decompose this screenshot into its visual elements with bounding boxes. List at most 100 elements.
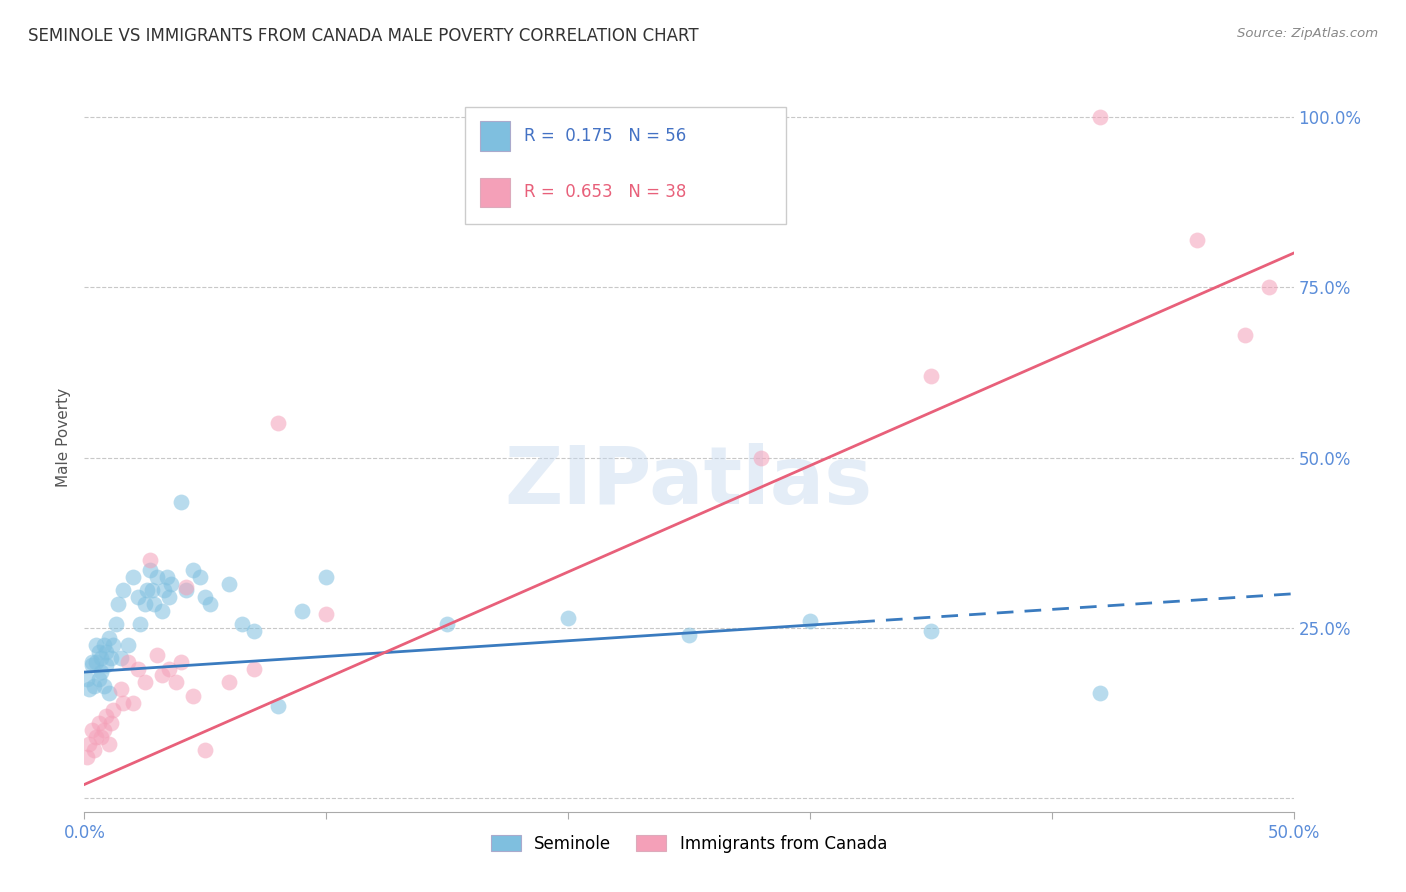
Point xyxy=(117,638,139,652)
Point xyxy=(138,563,160,577)
Point xyxy=(1088,685,1111,699)
Point xyxy=(157,590,180,604)
Point xyxy=(920,624,942,639)
Point xyxy=(93,723,115,737)
Point xyxy=(751,450,773,465)
Text: R =  0.653   N = 38: R = 0.653 N = 38 xyxy=(524,183,688,202)
Point xyxy=(1185,233,1208,247)
Point xyxy=(83,679,105,693)
Point xyxy=(100,651,122,665)
Point xyxy=(242,624,264,639)
Point xyxy=(134,597,156,611)
Point xyxy=(76,672,98,686)
Point xyxy=(181,563,204,577)
Point xyxy=(134,675,156,690)
Point xyxy=(1234,327,1257,342)
Point xyxy=(86,655,108,669)
Point xyxy=(127,662,149,676)
Point xyxy=(678,627,700,641)
Point xyxy=(436,617,458,632)
Point xyxy=(94,658,117,673)
Point xyxy=(150,604,173,618)
Point xyxy=(267,699,290,714)
Bar xyxy=(479,121,510,151)
Point xyxy=(129,617,152,632)
Text: ZIPatlas: ZIPatlas xyxy=(505,443,873,521)
Point xyxy=(194,590,217,604)
Text: R =  0.175   N = 56: R = 0.175 N = 56 xyxy=(524,127,686,145)
Text: Source: ZipAtlas.com: Source: ZipAtlas.com xyxy=(1237,27,1378,40)
Point xyxy=(107,597,129,611)
Point xyxy=(86,730,108,744)
Point xyxy=(94,645,117,659)
Point xyxy=(557,610,579,624)
Point xyxy=(218,675,240,690)
Point xyxy=(1088,110,1111,124)
Point xyxy=(76,750,98,764)
Legend: Seminole, Immigrants from Canada: Seminole, Immigrants from Canada xyxy=(484,829,894,860)
Point xyxy=(110,682,132,697)
FancyBboxPatch shape xyxy=(465,107,786,224)
Point xyxy=(165,675,187,690)
Point xyxy=(181,689,204,703)
Point xyxy=(557,198,579,212)
Point xyxy=(170,655,193,669)
Point xyxy=(1258,280,1281,294)
Point xyxy=(80,655,103,669)
Point xyxy=(174,580,197,594)
Point xyxy=(267,417,290,431)
Point xyxy=(190,570,212,584)
Point xyxy=(77,682,100,697)
Point xyxy=(100,716,122,731)
Point xyxy=(112,696,135,710)
Point xyxy=(138,552,160,566)
Point xyxy=(117,655,139,669)
Point xyxy=(97,685,120,699)
Point xyxy=(93,638,115,652)
Point xyxy=(80,658,103,673)
Text: SEMINOLE VS IMMIGRANTS FROM CANADA MALE POVERTY CORRELATION CHART: SEMINOLE VS IMMIGRANTS FROM CANADA MALE … xyxy=(28,27,699,45)
Point xyxy=(157,662,180,676)
Point xyxy=(174,583,197,598)
Point xyxy=(121,696,143,710)
Point xyxy=(153,583,176,598)
Point xyxy=(77,737,100,751)
Point xyxy=(103,702,125,716)
Point xyxy=(97,737,120,751)
Point xyxy=(198,597,221,611)
Point xyxy=(920,368,942,383)
Point xyxy=(127,590,149,604)
Point xyxy=(231,617,253,632)
Point xyxy=(150,668,173,682)
Point xyxy=(97,631,120,645)
Point xyxy=(112,583,135,598)
Point xyxy=(160,576,183,591)
Point xyxy=(94,709,117,723)
Point xyxy=(90,665,112,679)
Point xyxy=(315,607,337,622)
Point xyxy=(799,614,821,628)
Point xyxy=(83,743,105,757)
Point xyxy=(146,570,169,584)
Point xyxy=(87,672,110,686)
Point xyxy=(90,651,112,665)
Point xyxy=(170,495,193,509)
Point xyxy=(80,723,103,737)
Point xyxy=(141,583,163,598)
Point xyxy=(155,570,177,584)
Point xyxy=(110,651,132,665)
Point xyxy=(93,679,115,693)
Point xyxy=(121,570,143,584)
Point xyxy=(146,648,169,662)
Point xyxy=(103,638,125,652)
Point xyxy=(87,645,110,659)
Point xyxy=(291,604,314,618)
Bar xyxy=(479,178,510,207)
Point xyxy=(90,730,112,744)
Point xyxy=(104,617,127,632)
Point xyxy=(136,583,159,598)
Point xyxy=(218,576,240,591)
Point xyxy=(87,716,110,731)
Point xyxy=(315,570,337,584)
Point xyxy=(194,743,217,757)
